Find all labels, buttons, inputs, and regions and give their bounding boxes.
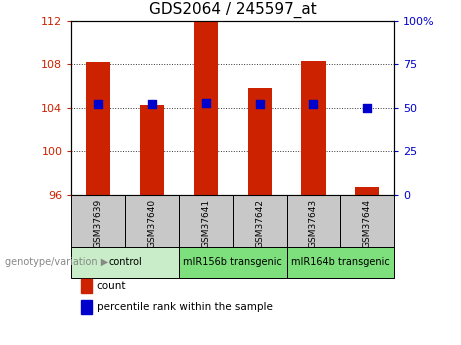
Text: GSM37641: GSM37641 <box>201 199 210 248</box>
Point <box>256 101 263 107</box>
Point <box>202 100 210 105</box>
Bar <box>287 195 340 247</box>
Title: GDS2064 / 245597_at: GDS2064 / 245597_at <box>149 2 317 18</box>
Text: mIR164b transgenic: mIR164b transgenic <box>291 257 390 267</box>
Point <box>148 101 156 107</box>
Text: mIR156b transgenic: mIR156b transgenic <box>183 257 282 267</box>
Bar <box>140 105 164 195</box>
Bar <box>301 61 325 195</box>
Point <box>95 101 102 107</box>
Text: count: count <box>97 282 126 291</box>
Bar <box>340 195 394 247</box>
Bar <box>287 247 394 278</box>
Bar <box>194 21 218 195</box>
Point <box>364 105 371 110</box>
Bar <box>86 62 111 195</box>
Text: GSM37642: GSM37642 <box>255 199 264 248</box>
Bar <box>355 187 379 195</box>
Bar <box>179 247 287 278</box>
Text: GSM37644: GSM37644 <box>363 199 372 248</box>
Text: GSM37639: GSM37639 <box>94 199 103 248</box>
Text: genotype/variation ▶: genotype/variation ▶ <box>5 257 108 267</box>
Bar <box>71 195 125 247</box>
Text: percentile rank within the sample: percentile rank within the sample <box>97 302 273 312</box>
Bar <box>248 88 272 195</box>
Bar <box>71 247 179 278</box>
Text: GSM37640: GSM37640 <box>148 199 157 248</box>
Bar <box>179 195 233 247</box>
Text: GSM37643: GSM37643 <box>309 199 318 248</box>
Bar <box>233 195 287 247</box>
Text: control: control <box>108 257 142 267</box>
Point <box>310 101 317 107</box>
Bar <box>125 195 179 247</box>
